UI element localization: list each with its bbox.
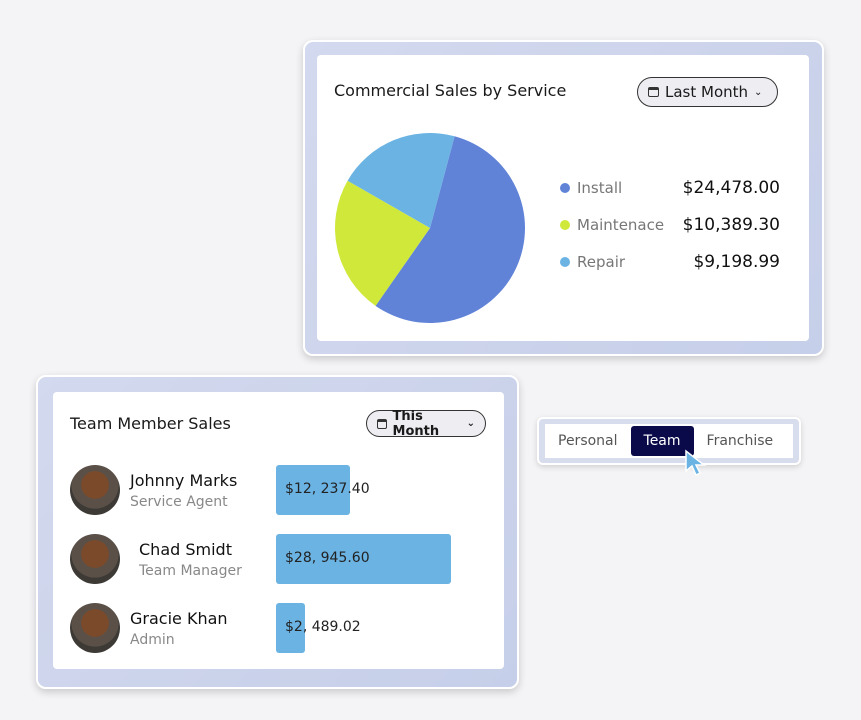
legend-dot	[560, 257, 570, 267]
member-role: Admin	[130, 632, 175, 648]
sales-bar	[276, 465, 350, 515]
team-member-row: Johnny Marks Service Agent $12, 237.40	[70, 465, 490, 517]
member-role: Team Manager	[139, 563, 242, 579]
avatar	[70, 465, 120, 515]
tab-franchise[interactable]: Franchise	[706, 433, 774, 449]
legend-label: Repair	[577, 253, 626, 271]
pie-slice-install	[375, 136, 525, 323]
period-dropdown[interactable]: Last Month ⌄	[637, 77, 778, 107]
sales-bar	[276, 603, 305, 653]
member-name: Gracie Khan	[130, 609, 228, 628]
calendar-icon	[648, 87, 659, 97]
legend-item: Install $24,478.00	[560, 178, 780, 198]
cursor-icon	[685, 449, 707, 477]
legend-item: Maintenace $10,389.30	[560, 215, 780, 235]
sales-card-title: Commercial Sales by Service	[334, 81, 567, 100]
team-period-dropdown[interactable]: This Month ⌄	[366, 408, 486, 439]
team-period-label: This Month	[392, 408, 440, 439]
member-name: Chad Smidt	[139, 540, 232, 559]
legend-value: $24,478.00	[682, 178, 780, 198]
legend-item: Repair $9,198.99	[560, 252, 780, 272]
tab-personal[interactable]: Personal	[558, 433, 618, 449]
legend-value: $9,198.99	[693, 252, 780, 272]
sales-bar	[276, 534, 451, 584]
member-name: Johnny Marks	[130, 471, 238, 490]
member-role: Service Agent	[130, 494, 228, 510]
avatar	[70, 534, 120, 584]
legend-label: Maintenace	[577, 216, 665, 234]
chevron-down-icon: ⌄	[466, 418, 475, 429]
team-member-row: Gracie Khan Admin $2, 489.02	[70, 603, 490, 655]
legend-dot	[560, 220, 570, 230]
tab-team[interactable]: Team	[630, 426, 694, 456]
scope-toggle: Personal Team Franchise	[537, 417, 801, 465]
pie-slice-repair	[347, 133, 455, 228]
team-member-row: Chad Smidt Team Manager $28, 945.60	[70, 534, 490, 586]
chevron-down-icon: ⌄	[754, 86, 763, 98]
team-card-title: Team Member Sales	[70, 414, 231, 433]
legend-value: $10,389.30	[682, 215, 780, 235]
pie-slice-maintenace	[335, 180, 430, 306]
period-label: Last Month	[665, 83, 749, 101]
sales-amount: $2, 489.02	[285, 619, 361, 635]
sales-amount: $28, 945.60	[285, 550, 370, 566]
calendar-icon	[377, 418, 387, 429]
legend-dot	[560, 183, 570, 193]
avatar	[70, 603, 120, 653]
pie-chart	[335, 133, 525, 323]
legend-label: Install	[577, 179, 623, 197]
sales-amount: $12, 237.40	[285, 481, 370, 497]
